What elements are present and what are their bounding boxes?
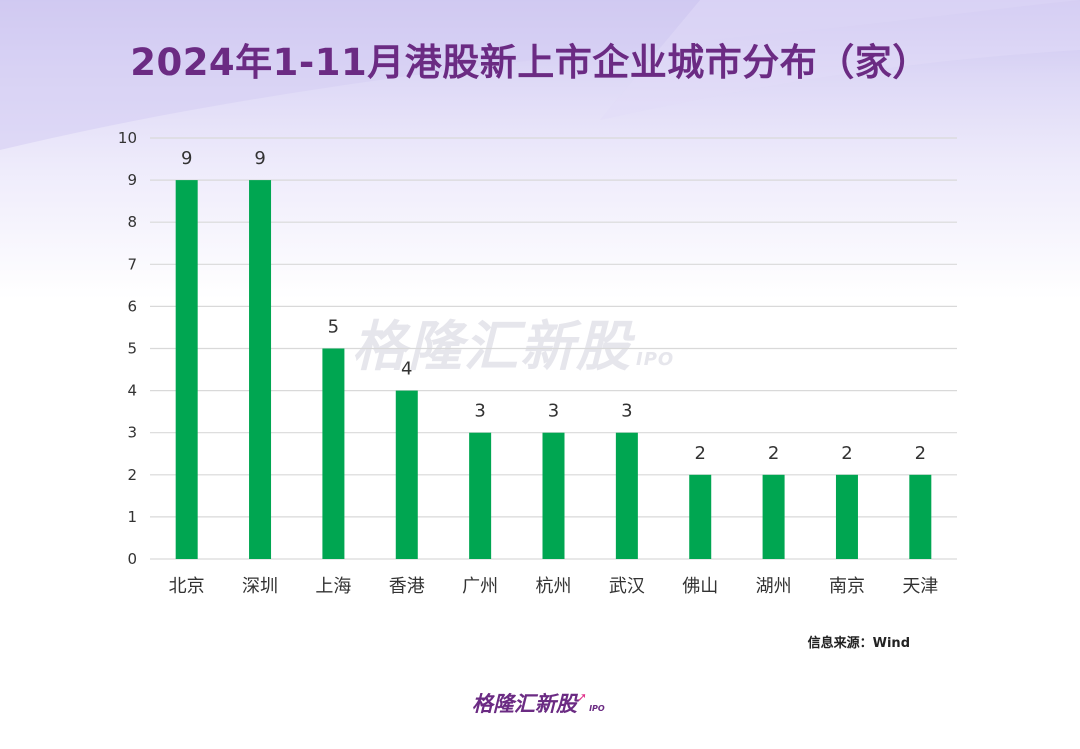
data-label: 2 bbox=[695, 443, 706, 464]
source-note: 信息来源：Wind bbox=[807, 636, 910, 651]
y-tick-label: 5 bbox=[127, 340, 137, 358]
x-tick-label: 香港 bbox=[389, 576, 425, 597]
bar bbox=[395, 390, 418, 559]
x-tick-label: 武汉 bbox=[609, 576, 645, 597]
bar bbox=[909, 474, 932, 559]
data-label: 2 bbox=[768, 443, 779, 464]
bar bbox=[542, 432, 565, 559]
y-tick-label: 4 bbox=[127, 382, 137, 400]
bar bbox=[175, 180, 198, 559]
x-tick-label: 北京 bbox=[169, 576, 205, 597]
x-tick-label: 杭州 bbox=[536, 576, 572, 597]
brand-logo: 格隆汇新股➚IPO bbox=[472, 688, 605, 718]
y-tick-label: 6 bbox=[127, 297, 137, 315]
bar bbox=[322, 348, 345, 559]
x-tick-label: 南京 bbox=[829, 576, 865, 597]
background-wave bbox=[0, 0, 1080, 150]
data-label: 5 bbox=[328, 317, 339, 338]
arrow-icon: ➚ bbox=[577, 690, 588, 704]
x-tick-label: 上海 bbox=[315, 576, 351, 597]
x-tick-label: 广州 bbox=[462, 576, 498, 597]
y-tick-label: 1 bbox=[127, 508, 137, 526]
data-label: 2 bbox=[841, 443, 852, 464]
x-tick-label: 天津 bbox=[902, 576, 938, 597]
y-tick-label: 0 bbox=[127, 550, 137, 568]
bar bbox=[249, 180, 272, 559]
y-tick-label: 7 bbox=[127, 255, 137, 273]
data-label: 3 bbox=[474, 401, 485, 422]
data-label: 2 bbox=[915, 443, 926, 464]
x-tick-label: 湖州 bbox=[756, 576, 792, 597]
bar bbox=[835, 474, 858, 559]
data-label: 9 bbox=[254, 148, 265, 169]
data-label: 3 bbox=[621, 401, 632, 422]
data-label: 4 bbox=[401, 359, 412, 380]
x-tick-label: 佛山 bbox=[682, 576, 718, 597]
bar bbox=[469, 432, 492, 559]
y-tick-label: 3 bbox=[127, 424, 137, 442]
data-label: 9 bbox=[181, 148, 192, 169]
data-label: 3 bbox=[548, 401, 559, 422]
bar bbox=[762, 474, 785, 559]
logo-text: 格隆汇新股 bbox=[472, 692, 577, 716]
bar bbox=[615, 432, 638, 559]
chart-title: 2024年1-11月港股新上市企业城市分布（家） bbox=[130, 41, 930, 84]
y-tick-label: 8 bbox=[127, 213, 137, 231]
y-tick-label: 2 bbox=[127, 466, 137, 484]
logo-suffix: IPO bbox=[589, 704, 605, 713]
y-tick-label: 9 bbox=[127, 171, 137, 189]
y-tick-label: 10 bbox=[118, 129, 137, 147]
bar bbox=[689, 474, 712, 559]
bar-chart: 0 1 2 3 4 5 6 7 8 9 10 9 北京 9 深圳 5 上海 4 香港 3 广州 3 杭州 3 武汉 2 佛山 2 湖州 2… bbox=[118, 129, 957, 597]
x-tick-label: 深圳 bbox=[242, 576, 278, 597]
